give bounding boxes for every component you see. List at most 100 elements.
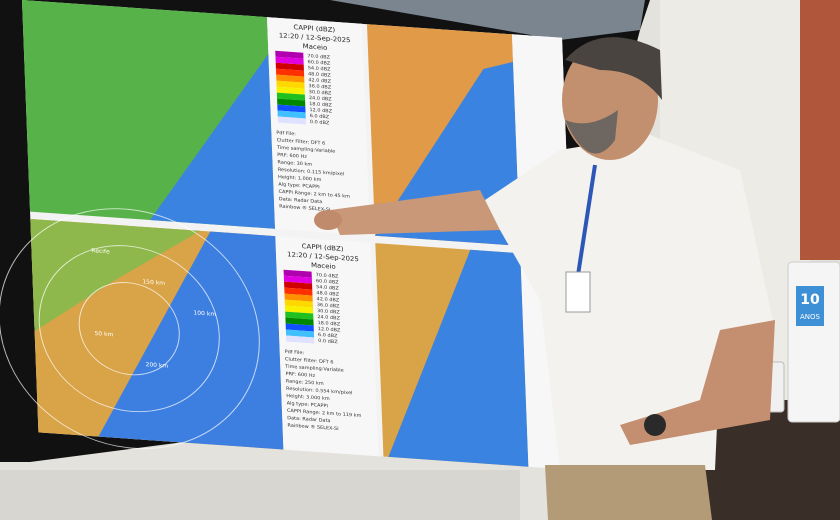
badge-text: ANOS <box>800 313 821 321</box>
legend-swatch <box>285 329 315 338</box>
legend-label: 54.0 dBZ <box>316 284 340 291</box>
shirt <box>470 135 775 470</box>
display: CAPPI (dBZ)12:20 / 12-Sep-2025Maceio70.0… <box>0 0 579 471</box>
info-line: CAPPI Range: 2 km to 119 km <box>287 408 362 419</box>
panel-title: CAPPI (dBZ) <box>293 23 335 34</box>
legend-label: 0.0 dBZ <box>310 119 330 126</box>
info-line: Time sampling:Variable <box>284 364 344 374</box>
map-label: 200 km <box>145 362 168 369</box>
legend-label: 54.0 dBZ <box>308 65 332 72</box>
info-line: Resolution: 0.115 km/pixel <box>278 167 345 177</box>
legend-swatch <box>276 74 305 83</box>
legend-label: 70.0 dBZ <box>307 53 331 60</box>
info-line: Data: Radar Data <box>279 196 323 205</box>
legend-label: 30.0 dBZ <box>317 308 341 315</box>
badge-number: 10 <box>800 292 820 308</box>
range-ring <box>0 208 260 450</box>
legend-swatch <box>284 287 313 296</box>
id-card <box>565 271 591 313</box>
legend-label: 60.0 dBZ <box>316 278 340 285</box>
map-land-green <box>30 218 201 332</box>
panel-location: Maceio <box>311 261 336 270</box>
legend-label: 6.0 dBZ <box>310 113 330 120</box>
lower-wall <box>0 470 520 520</box>
info-line: Rainbow ® SELEX-SI <box>279 203 330 213</box>
lanyard <box>576 164 597 276</box>
panel: CAPPI (dBZ)12:20 / 12-Sep-2025Maceio70.0… <box>275 23 351 213</box>
legend-swatch <box>284 299 313 308</box>
hair <box>565 37 662 100</box>
map-label: 50 km <box>94 331 113 338</box>
info-line: Range: 250 km <box>286 379 324 387</box>
legend-label: 24.0 dBZ <box>317 314 341 321</box>
info-line: Pdf File: <box>276 130 296 137</box>
info-line: Time sampling:Variable <box>276 145 336 155</box>
legend-swatch <box>283 275 313 284</box>
legend-swatch <box>275 62 304 71</box>
legend-swatch <box>277 110 306 119</box>
legend-swatch <box>275 68 305 77</box>
legend-swatch <box>283 269 312 278</box>
legend-label: 60.0 dBZ <box>308 59 332 66</box>
forearm <box>620 320 775 445</box>
brick-wall <box>800 0 840 260</box>
range-ring <box>78 282 180 376</box>
legend-swatch <box>275 56 304 65</box>
legend-swatch <box>275 50 304 59</box>
legend-swatch <box>277 104 306 113</box>
arm <box>330 190 500 235</box>
badge <box>796 286 824 326</box>
legend-label: 36.0 dBZ <box>308 83 332 90</box>
watch <box>644 414 666 436</box>
legend-label: 70.0 dBZ <box>316 272 340 279</box>
map-sea <box>388 249 529 467</box>
satellite-image <box>330 0 645 40</box>
trousers <box>545 465 712 520</box>
map-sea <box>98 231 284 450</box>
legend-label: 24.0 dBZ <box>309 95 333 102</box>
map-sea <box>150 53 276 229</box>
info-line: Range: 30 km <box>277 160 312 168</box>
legend-swatch <box>276 80 305 89</box>
map-label: 150 km <box>142 279 165 286</box>
panel-location: Maceio <box>303 42 328 51</box>
info-line: Pdf File: <box>285 349 305 356</box>
info-line: Height: 1.000 km <box>278 174 322 183</box>
legend-label: 12.0 dBZ <box>318 326 342 333</box>
legend-label: 30.0 dBZ <box>309 89 333 96</box>
legend-swatch <box>286 335 315 344</box>
legend-swatch <box>277 98 306 107</box>
range-ring <box>38 245 220 413</box>
legend-label: 42.0 dBZ <box>317 296 341 303</box>
legend-swatch <box>276 92 306 101</box>
legend-swatch <box>284 293 313 302</box>
legend-label: 18.0 dBZ <box>309 101 333 108</box>
legend-label: 36.0 dBZ <box>317 302 341 309</box>
legend-swatch <box>284 305 314 314</box>
legend-swatch <box>284 281 313 290</box>
legend-label: 42.0 dBZ <box>308 77 332 84</box>
legend-swatch <box>276 86 305 95</box>
info-line: Alg type: PCAPPI <box>278 182 320 191</box>
info-line: PRF: 600 Hz <box>277 152 307 160</box>
legend-label: 48.0 dBZ <box>316 290 340 297</box>
legend-swatch <box>277 116 306 125</box>
info-line: Height: 3.000 km <box>286 393 330 402</box>
legend-swatch <box>285 311 314 320</box>
legend-label: 6.0 dBZ <box>318 332 338 339</box>
legend-swatch <box>285 323 314 332</box>
map-label: 100 km <box>193 311 216 318</box>
map-label: Recife <box>91 248 110 255</box>
info-line: Clutter Filter: DFT 6 <box>285 356 334 365</box>
info-line: Alg type: PCAPPI <box>287 401 329 410</box>
legend-swatch <box>285 317 314 326</box>
info-line: Data: Radar Data <box>287 415 331 424</box>
legend-label: 48.0 dBZ <box>308 71 332 78</box>
panel-title: CAPPI (dBZ) <box>302 242 344 253</box>
info-line: CAPPI Range: 2 km to 45 km <box>279 189 351 200</box>
panel: CAPPI (dBZ)12:20 / 12-Sep-2025Maceio70.0… <box>91 242 362 432</box>
legend-label: 12.0 dBZ <box>309 107 333 114</box>
info-line: Rainbow ® SELEX-SI <box>287 422 338 432</box>
legend-label: 18.0 dBZ <box>317 320 341 327</box>
